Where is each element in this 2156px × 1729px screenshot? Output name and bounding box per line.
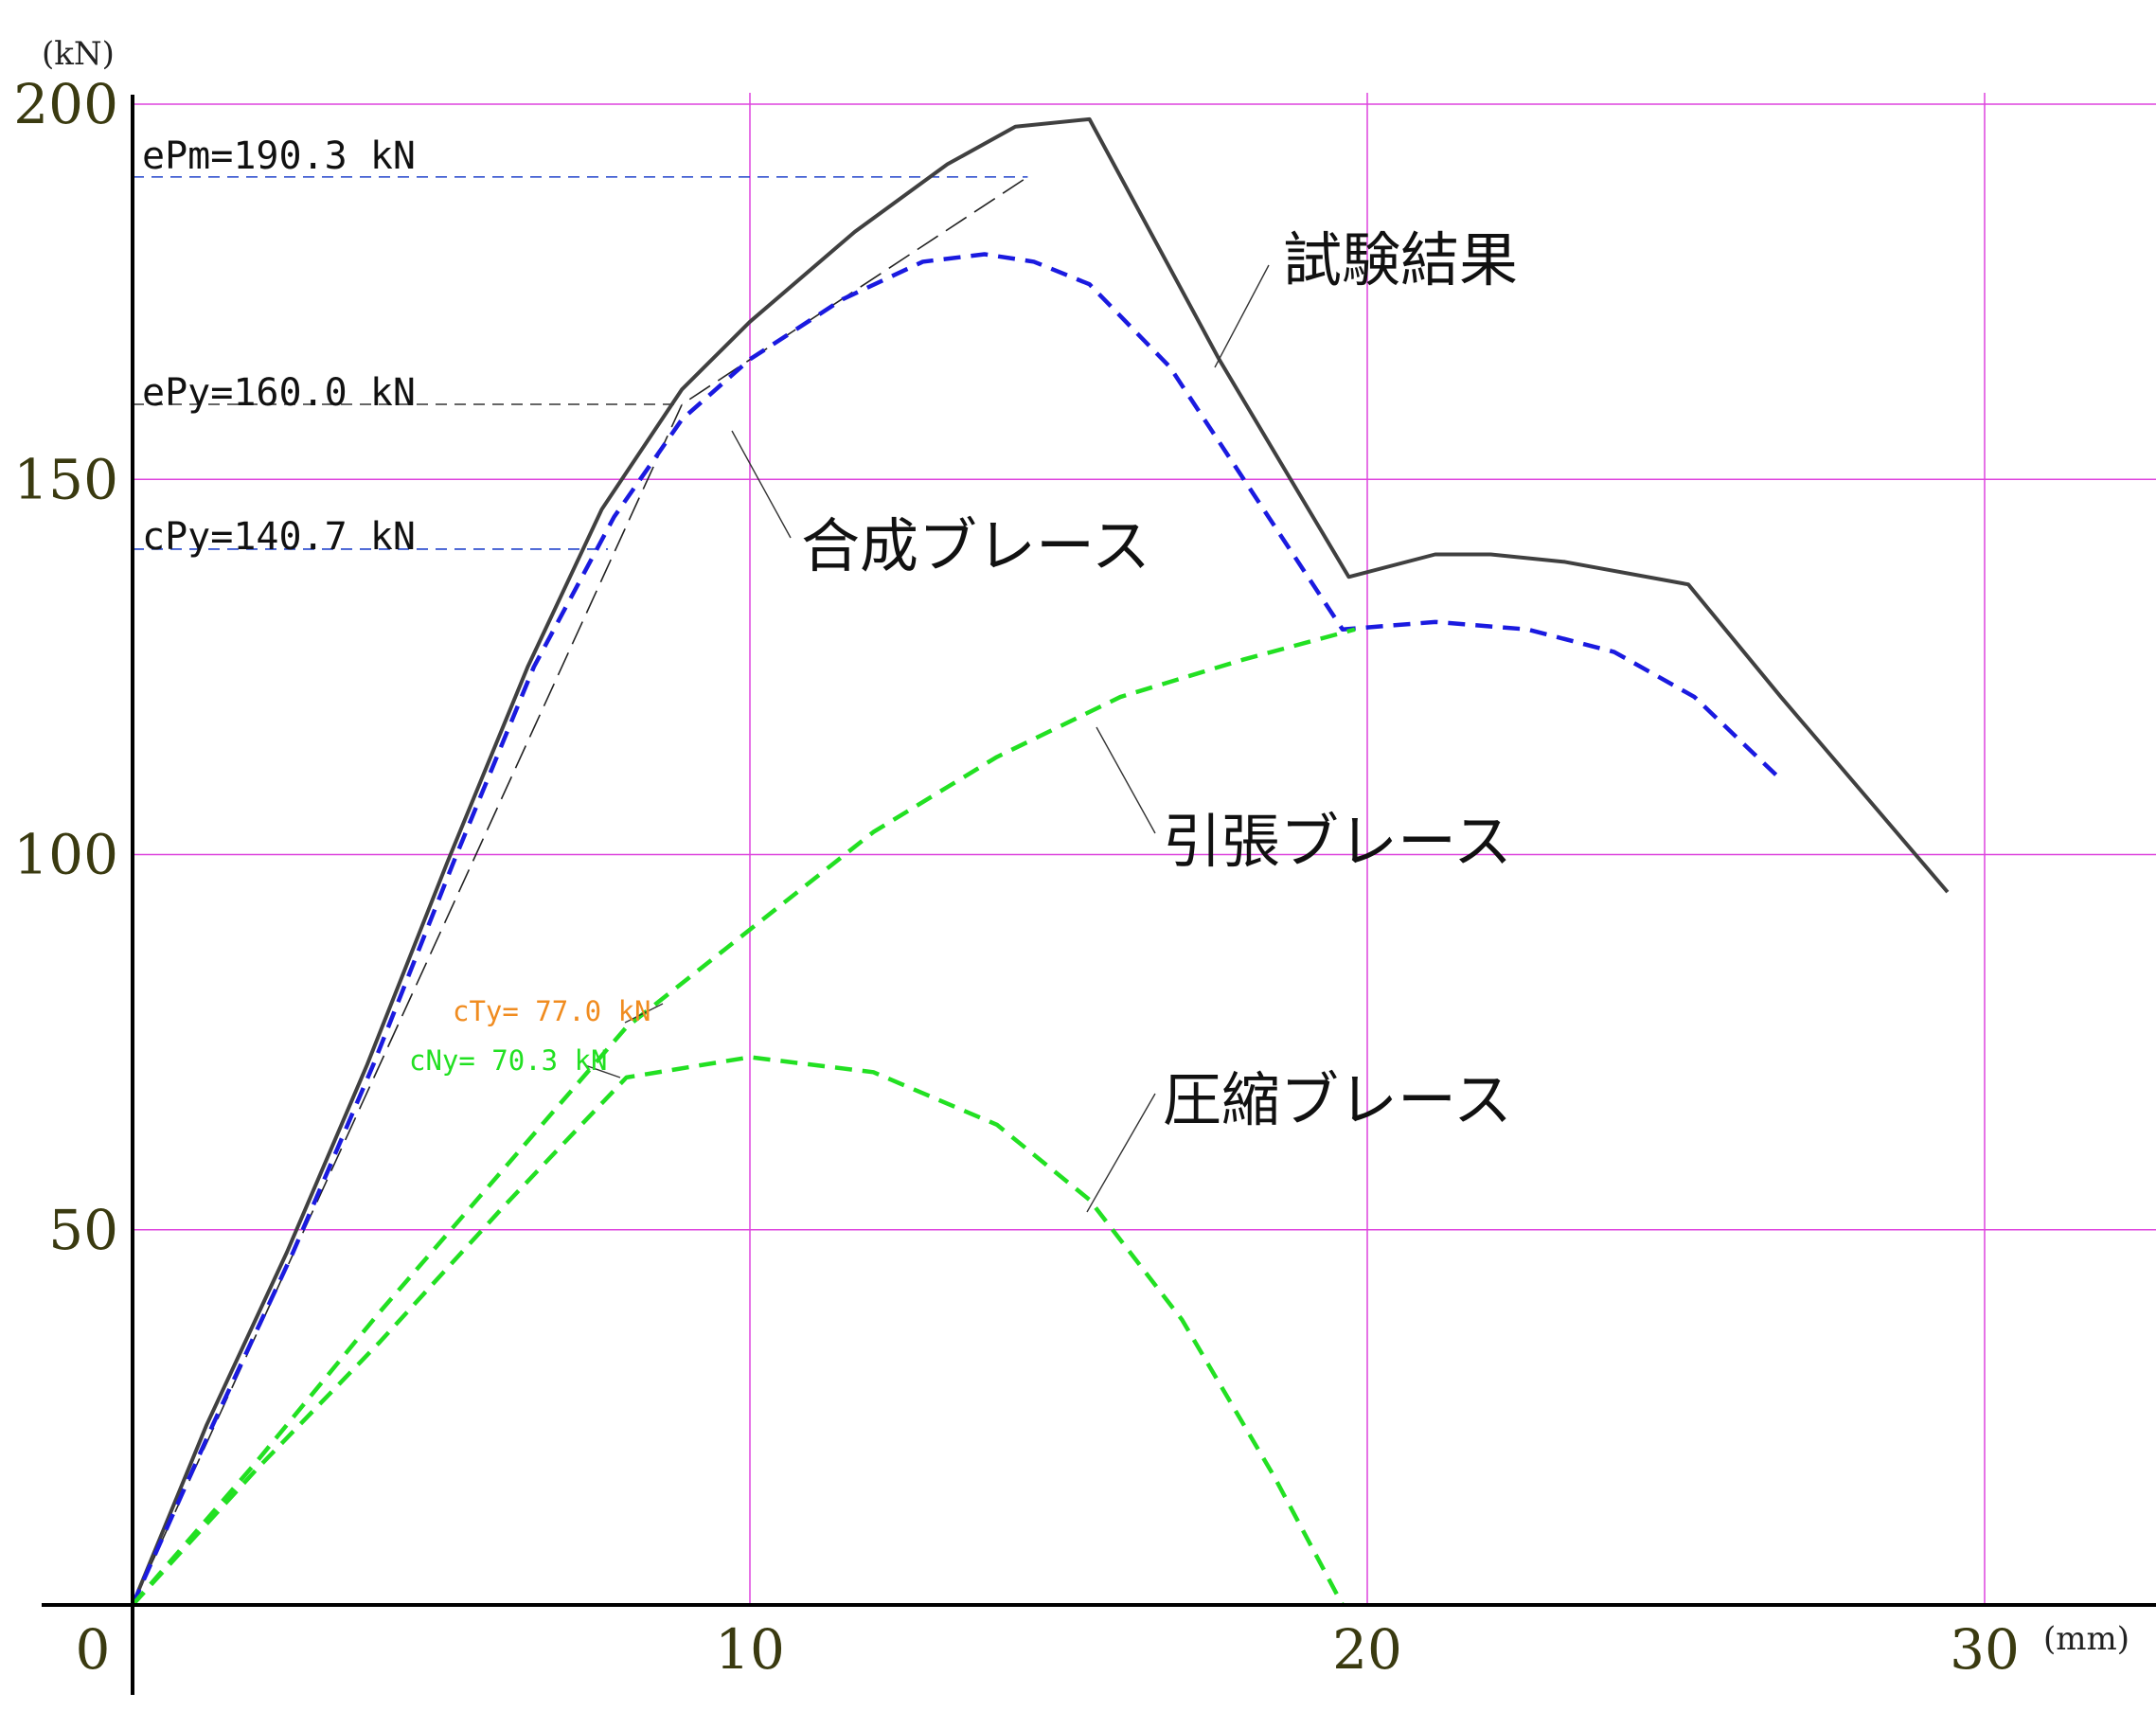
leader-lines (584, 264, 1270, 1213)
y-tick-label-150: 150 (13, 447, 118, 511)
epy-annotation: ePy=160.0 kN (142, 371, 416, 415)
tick-labels: 0 10 20 30 50 100 150 200 (13, 72, 2020, 1682)
x-tick-label-0: 0 (76, 1617, 111, 1682)
leader-compression-brace (1086, 1093, 1156, 1213)
y-unit-label: (kN) (42, 35, 115, 73)
series-line-0 (131, 116, 1950, 1606)
x-unit-label: (mm) (2043, 1620, 2129, 1658)
grid-lines (133, 93, 2156, 1605)
series-line-3 (131, 1055, 1345, 1607)
leader-cty (624, 1003, 664, 1024)
leader-test-result (1214, 264, 1270, 368)
cty-annotation: cTy= 77.0 kN (453, 995, 651, 1027)
leader-cny (584, 1064, 621, 1078)
cny-annotation: cNy= 70.3 kN (409, 1044, 608, 1077)
x-tick-label-10: 10 (715, 1617, 785, 1682)
series-lines (130, 116, 1950, 1607)
y-tick-label-50: 50 (48, 1198, 118, 1262)
auxiliary-lines (132, 176, 1028, 1606)
epm-annotation: ePm=190.3 kN (142, 134, 416, 178)
series-line-2 (131, 627, 1356, 1607)
y-tick-label-200: 200 (13, 72, 118, 136)
axes (42, 95, 2156, 1695)
x-tick-label-30: 30 (1950, 1617, 2020, 1682)
series-label-compression-brace: 圧縮ブレース (1163, 1065, 1512, 1134)
cpy-annotation: cPy=140.7 kN (142, 515, 416, 559)
series-line-1 (130, 252, 1783, 1606)
x-tick-label-20: 20 (1332, 1617, 1402, 1682)
leader-composite-brace (731, 430, 792, 539)
series-label-tension-brace: 引張ブレース (1163, 807, 1512, 876)
series-label-test-result: 試験結果 (1283, 225, 1518, 294)
leader-tension-brace (1096, 726, 1156, 834)
series-label-composite-brace: 合成ブレース (801, 511, 1150, 580)
y-tick-label-100: 100 (13, 823, 118, 887)
